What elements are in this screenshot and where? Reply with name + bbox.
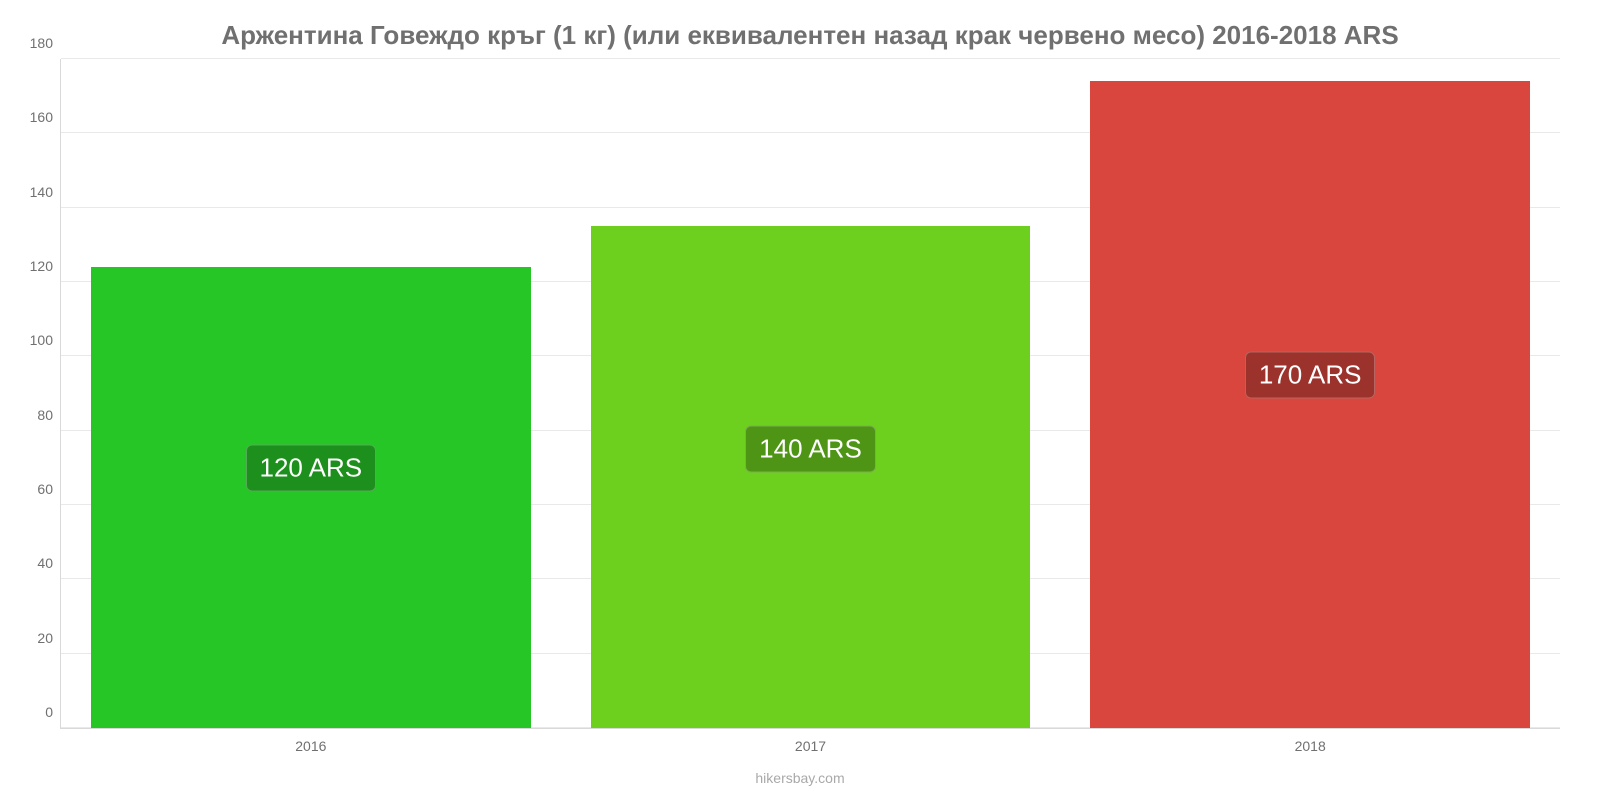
bar-slot: 140 ARS2017 bbox=[561, 59, 1061, 728]
y-tick-label: 120 bbox=[30, 258, 53, 274]
bar-slot: 170 ARS2018 bbox=[1060, 59, 1560, 728]
bar-value-label: 170 ARS bbox=[1245, 351, 1376, 398]
x-tick-label: 2018 bbox=[1295, 738, 1326, 754]
bar: 170 ARS bbox=[1090, 81, 1530, 728]
bar-slot: 120 ARS2016 bbox=[61, 59, 561, 728]
y-tick-label: 60 bbox=[37, 481, 53, 497]
bar: 120 ARS bbox=[91, 267, 531, 728]
chart-container: Аржентина Говеждо кръг (1 кг) (или еквив… bbox=[0, 0, 1600, 800]
x-tick-label: 2017 bbox=[795, 738, 826, 754]
y-tick-label: 20 bbox=[37, 630, 53, 646]
attribution-text: hikersbay.com bbox=[0, 770, 1600, 786]
bar-value-label: 140 ARS bbox=[745, 426, 876, 473]
y-tick-label: 100 bbox=[30, 332, 53, 348]
x-tick-label: 2016 bbox=[295, 738, 326, 754]
y-tick-label: 140 bbox=[30, 184, 53, 200]
y-tick-label: 160 bbox=[30, 109, 53, 125]
bars-row: 120 ARS2016140 ARS2017170 ARS2018 bbox=[61, 59, 1560, 728]
y-tick-label: 0 bbox=[45, 704, 53, 720]
plot-area: 020406080100120140160180 120 ARS2016140 … bbox=[60, 59, 1560, 729]
y-tick-label: 80 bbox=[37, 407, 53, 423]
y-tick-label: 180 bbox=[30, 35, 53, 51]
bar-value-label: 120 ARS bbox=[246, 444, 377, 491]
chart-title: Аржентина Говеждо кръг (1 кг) (или еквив… bbox=[60, 20, 1560, 51]
y-tick-label: 40 bbox=[37, 555, 53, 571]
bar: 140 ARS bbox=[591, 226, 1031, 728]
